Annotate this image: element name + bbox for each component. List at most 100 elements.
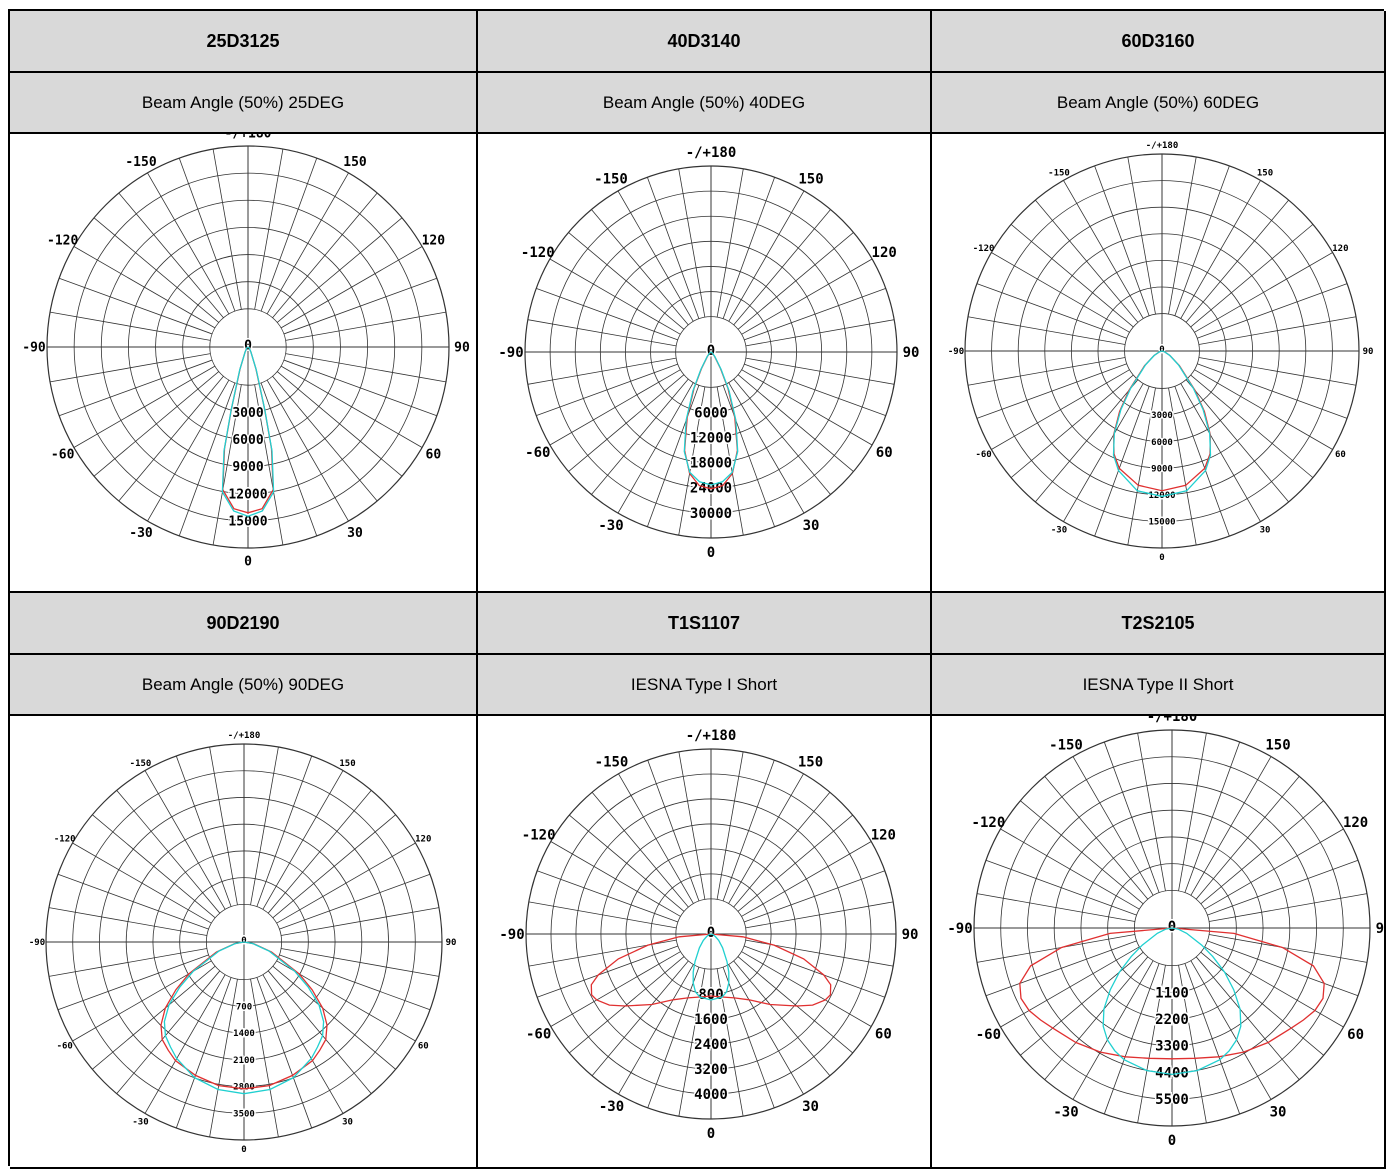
angle-label: 30 xyxy=(1260,526,1271,536)
grid-spoke xyxy=(254,148,284,310)
product-code-header: T2S2105 xyxy=(932,593,1386,655)
angle-label: -120 xyxy=(54,835,76,845)
radial-tick-label: 4400 xyxy=(1155,1065,1189,1081)
angle-label: -150 xyxy=(595,755,629,771)
grid-spoke xyxy=(1127,156,1156,315)
beam-description-text: Beam Angle (50%) 25DEG xyxy=(141,92,345,112)
grid-spoke xyxy=(536,363,678,416)
angle-label: -60 xyxy=(51,448,75,463)
grid-spoke xyxy=(1178,964,1207,1124)
grid-spoke xyxy=(733,792,831,908)
grid-spoke xyxy=(116,970,221,1094)
grid-spoke xyxy=(147,172,230,315)
radial-tick-label: 3500 xyxy=(233,1109,255,1119)
grid-spoke xyxy=(250,978,279,1138)
grid-spoke xyxy=(1184,963,1241,1115)
grid-spoke xyxy=(1000,946,1140,1028)
grid-spoke xyxy=(716,168,744,318)
grid-spoke xyxy=(678,751,706,900)
grid-spoke xyxy=(743,945,885,998)
grid-spoke xyxy=(254,384,284,546)
radial-tick-label: 700 xyxy=(236,1003,252,1013)
angle-label: -120 xyxy=(47,234,78,249)
grid-spoke xyxy=(550,841,681,917)
grid-spoke xyxy=(1190,960,1272,1100)
grid-spoke xyxy=(209,978,238,1138)
grid-spoke xyxy=(985,940,1137,997)
radial-tick-label: 3200 xyxy=(694,1062,728,1078)
grid-spoke xyxy=(118,192,224,319)
grid-spoke xyxy=(58,359,213,417)
radial-tick-label: 15000 xyxy=(1148,518,1175,528)
grid-spoke xyxy=(280,365,423,448)
radial-tick-label: 1100 xyxy=(1155,985,1189,1001)
angle-label: 30 xyxy=(802,1099,819,1115)
grid-spoke xyxy=(93,217,220,323)
grid-spoke xyxy=(976,283,1127,339)
grid-spoke xyxy=(527,319,677,347)
polar-grid xyxy=(964,153,1360,549)
radial-tick-label: 12000 xyxy=(228,487,267,502)
angle-label: -60 xyxy=(975,450,991,460)
grid-spoke xyxy=(266,379,349,522)
polar-chart-T2S2105: -/+180 -150 150 -120 120 -90 90 -60 60 -30 30 0 0 110… xyxy=(947,716,1384,1149)
grid-spoke xyxy=(57,873,209,930)
grid-spoke xyxy=(1063,180,1144,319)
angle-label: 30 xyxy=(347,526,363,541)
radial-tick-label: 5500 xyxy=(1155,1092,1189,1108)
angle-label: -90 xyxy=(29,938,45,948)
grid-spoke xyxy=(737,814,853,912)
angle-label: 120 xyxy=(871,827,896,843)
grid-spoke xyxy=(1190,374,1314,478)
polar-chart-T1S1107: -/+180 -150 150 -120 120 -90 90 -60 60 -30 30 0 0 800… xyxy=(499,728,918,1142)
grid-spoke xyxy=(1010,224,1134,328)
grid-spoke xyxy=(266,172,349,315)
grid-spoke xyxy=(728,773,804,904)
beam-description: IESNA Type I Short xyxy=(478,655,932,716)
candela-curve-red xyxy=(590,933,832,1007)
angle-label: -90 xyxy=(498,345,523,361)
grid-spoke xyxy=(92,814,216,919)
radial-tick-label: 800 xyxy=(698,987,723,1003)
product-code-header: 25D3125 xyxy=(10,11,478,73)
grid-spoke xyxy=(1198,357,1357,386)
beam-description: IESNA Type II Short xyxy=(932,655,1386,716)
polar-grid xyxy=(524,165,898,539)
angle-label: -/+180 xyxy=(686,728,737,744)
grid-spoke xyxy=(1168,156,1197,315)
grid-spoke xyxy=(985,859,1137,916)
angle-label: 60 xyxy=(876,445,893,461)
radial-tick-label: 0 xyxy=(241,936,246,946)
grid-spoke xyxy=(550,951,681,1027)
angle-label: -30 xyxy=(1051,526,1067,536)
grid-spoke xyxy=(745,319,895,347)
grid-spoke xyxy=(175,977,232,1129)
grid-spoke xyxy=(549,258,681,335)
grid-spoke xyxy=(118,375,224,502)
grid-spoke xyxy=(733,209,831,326)
angle-label: -120 xyxy=(972,815,1006,831)
angle-label: 60 xyxy=(1335,450,1346,460)
grid-spoke xyxy=(1044,956,1149,1080)
grid-spoke xyxy=(49,353,211,383)
grid-spoke xyxy=(678,386,706,536)
grid-spoke xyxy=(1208,893,1368,922)
angle-label: 90 xyxy=(903,345,920,361)
radial-tick-label: 2200 xyxy=(1155,1012,1189,1028)
grid-spoke xyxy=(285,311,447,341)
grid-spoke xyxy=(591,792,689,908)
grid-spoke xyxy=(1195,956,1300,1080)
radial-tick-label: 2400 xyxy=(694,1037,728,1053)
angle-label: 0 xyxy=(707,1126,715,1142)
polar-plot-cell: -/+180 -150 150 -120 120 -90 90 -60 60 -30 30 0 0 300… xyxy=(10,134,478,593)
angle-label: 60 xyxy=(418,1042,429,1052)
radial-tick-label: 1600 xyxy=(694,1012,728,1028)
grid-spoke xyxy=(617,382,694,514)
grid-spoke xyxy=(1178,732,1207,892)
grid-spoke xyxy=(591,378,689,495)
polar-grid xyxy=(525,748,897,1120)
beam-description-text: Beam Angle (50%) 40DEG xyxy=(602,92,806,112)
grid-spoke xyxy=(285,353,447,383)
radial-tick-label: 9000 xyxy=(232,460,263,475)
angle-label: 150 xyxy=(339,759,355,769)
